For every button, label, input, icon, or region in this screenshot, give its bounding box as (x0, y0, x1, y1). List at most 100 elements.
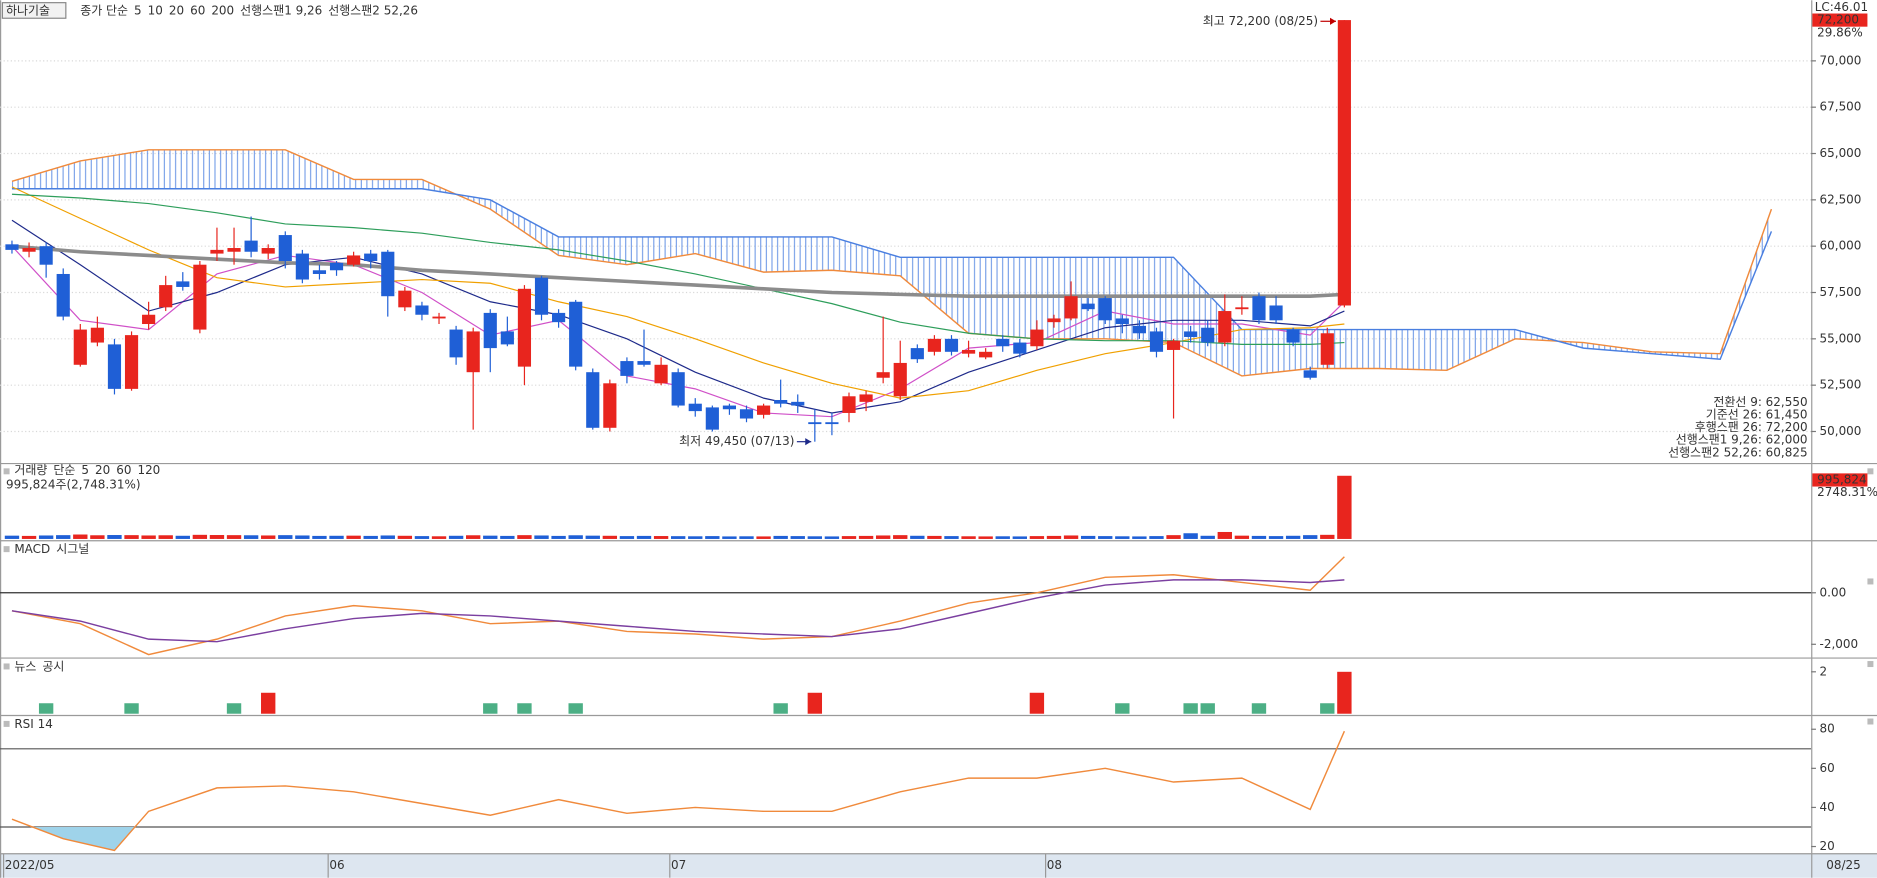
legend-item: 20 (95, 463, 110, 477)
last-price-label: 72,200 (1817, 13, 1859, 27)
stock-name-box[interactable] (1, 2, 67, 19)
bar (1012, 536, 1027, 539)
candle-body (705, 407, 719, 430)
last-volume-box (1812, 473, 1868, 487)
legend-item: 20 (169, 4, 184, 18)
legend-item: 종가 단순 (80, 4, 128, 18)
legend-item: 뉴스 (14, 660, 36, 674)
low-arrowhead (805, 438, 812, 446)
candle-body (329, 262, 344, 271)
bar (824, 536, 840, 539)
panel-icons (3, 468, 1874, 727)
bar (875, 535, 891, 539)
candle-body (278, 235, 292, 262)
bar (927, 535, 942, 539)
x-tick-label: 06 (329, 858, 344, 872)
candle-body (927, 338, 941, 352)
bar (1251, 535, 1267, 539)
bar (910, 535, 925, 539)
candle-body (586, 372, 600, 428)
candle-body (1132, 325, 1146, 334)
candle-body (176, 281, 190, 287)
bar (944, 536, 959, 539)
bar (995, 536, 1010, 539)
y-tick-label: 20 (1820, 839, 1835, 853)
candle-body (39, 246, 53, 265)
candle-body (466, 331, 480, 373)
candle-body (398, 290, 412, 308)
legend-item: 5 (81, 463, 89, 477)
candle-body (859, 394, 873, 402)
bar (209, 535, 225, 539)
indicator-legend: 전환선 9: 62,550 (1713, 395, 1807, 409)
candle-body (1201, 327, 1215, 343)
legend-item: 선행스팬1 9,26 (240, 3, 322, 18)
candle-body (774, 399, 788, 404)
candle-body (347, 255, 361, 265)
bar (346, 535, 361, 539)
y-tick-label: 2 (1820, 664, 1828, 678)
candle-body (1286, 329, 1300, 343)
bar (158, 535, 173, 539)
candle-body (791, 401, 805, 406)
bar (312, 535, 327, 539)
candle-body (1064, 296, 1078, 319)
y-tick-label: 57,500 (1820, 285, 1862, 299)
candle-body (825, 422, 839, 425)
bar (858, 535, 874, 539)
bar (38, 535, 54, 539)
candle-body (739, 409, 754, 419)
legend-item: RSI 14 (14, 717, 52, 731)
candle-body (1252, 296, 1266, 321)
bar (380, 535, 395, 539)
bar (73, 534, 88, 539)
candle-body (1320, 333, 1334, 365)
bar (688, 536, 703, 539)
last-price-box (1812, 13, 1868, 27)
candle-body (842, 396, 856, 413)
bar (790, 536, 805, 539)
candle-body (722, 405, 737, 410)
candle-body (227, 248, 241, 252)
bar (568, 703, 583, 714)
candle-body (1047, 318, 1061, 323)
legend-item: 60 (190, 4, 205, 18)
bar (1115, 536, 1130, 539)
indicator-legend: 선행스팬2 52,26: 60,825 (1668, 444, 1807, 459)
bar (483, 535, 498, 539)
legend-item: 선행스팬2 52,26 (328, 3, 418, 18)
bar (585, 535, 600, 539)
legend-item: 10 (148, 4, 163, 18)
indicator-line (11, 579, 1345, 643)
bar (1166, 535, 1181, 539)
x-axis-band (0, 853, 1877, 878)
bar (295, 535, 310, 539)
bar (1251, 703, 1267, 714)
candle-body (1013, 342, 1027, 354)
bar (1320, 703, 1335, 714)
bar (568, 535, 583, 539)
candle-body (979, 351, 993, 358)
bar (1046, 535, 1062, 539)
legend-item: 단순 (53, 463, 75, 477)
candle-body (1303, 370, 1317, 378)
candle-body (261, 248, 275, 254)
y-tick-label: 0.00 (1820, 585, 1847, 599)
candle-body (996, 338, 1010, 347)
stock-name: 하나기술 (6, 4, 50, 18)
bar (329, 535, 344, 539)
y-tick-label: 70,000 (1820, 53, 1862, 67)
bar (517, 703, 532, 714)
plot-area (0, 20, 1812, 852)
bar (1115, 703, 1130, 714)
bar (551, 535, 566, 539)
bar (1337, 671, 1352, 714)
bar (722, 536, 737, 539)
candle-body (569, 301, 583, 367)
moving-average (11, 219, 1345, 414)
volume-label: 995,824주(2,748.31%) (6, 478, 141, 492)
bar (483, 703, 498, 714)
candle-body (1098, 298, 1112, 321)
bar (414, 536, 430, 539)
bar (21, 535, 37, 539)
